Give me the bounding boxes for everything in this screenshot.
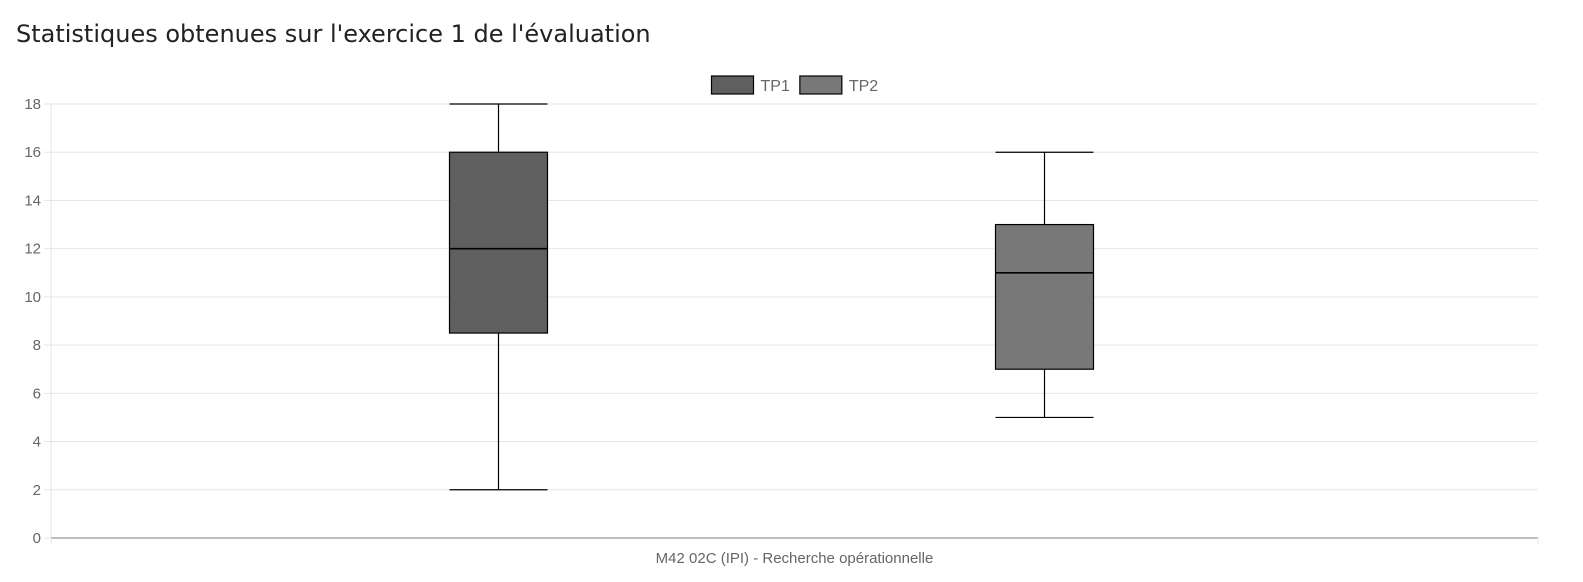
x-axis-categories: M42 02C (IPI) - Recherche opérationnelle <box>656 550 934 567</box>
y-tick-label: 4 <box>33 434 41 451</box>
y-tick-label: 10 <box>24 289 41 306</box>
y-tick-label: 18 <box>24 96 41 113</box>
x-category-label: M42 02C (IPI) - Recherche opérationnelle <box>656 550 934 567</box>
iqr-box <box>448 151 549 334</box>
axes <box>50 104 1539 545</box>
boxes <box>448 103 1095 491</box>
y-tick-label: 2 <box>33 482 41 499</box>
boxplot-tp2 <box>994 151 1095 419</box>
y-tick-label: 0 <box>33 530 41 547</box>
y-axis-ticks: 0 2 4 6 8 10 12 14 16 18 <box>24 96 51 547</box>
legend-swatch-tp1 <box>710 75 755 95</box>
y-tick-label: 12 <box>24 241 41 258</box>
y-tick-label: 16 <box>24 144 41 161</box>
grid-lines <box>51 103 1538 491</box>
legend-label-tp1: TP1 <box>761 78 790 95</box>
boxplot-tp1 <box>448 103 549 491</box>
legend-swatch-tp2 <box>799 75 843 95</box>
y-tick-label: 14 <box>24 192 41 209</box>
legend-label-tp2: TP2 <box>849 78 878 95</box>
iqr-box <box>994 223 1095 370</box>
y-tick-label: 8 <box>33 337 41 354</box>
legend: TP1 TP2 <box>710 75 878 95</box>
page-title: Statistiques obtenues sur l'exercice 1 d… <box>16 20 651 48</box>
y-tick-label: 6 <box>33 385 41 402</box>
